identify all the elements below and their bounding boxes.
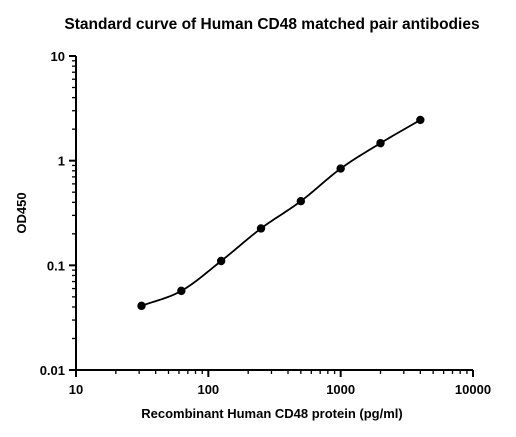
data-point <box>376 138 385 148</box>
y-tick-label: 10 <box>51 49 65 64</box>
data-point <box>137 301 146 311</box>
x-tick-label: 10 <box>69 382 83 397</box>
x-axis-label: Recombinant Human CD48 protein (pg/ml) <box>141 406 402 421</box>
y-tick-label: 0.01 <box>40 363 65 378</box>
chart-title: Standard curve of Human CD48 matched pai… <box>64 16 479 33</box>
data-point <box>336 164 345 173</box>
x-tick-label: 1000 <box>326 382 355 397</box>
data-point <box>177 286 186 296</box>
y-axis-label: OD450 <box>14 192 29 233</box>
x-tick-label: 10000 <box>455 382 491 397</box>
fit-curve-group <box>141 119 421 307</box>
data-point <box>216 256 226 266</box>
x-axis: 10 100 1000 10000 <box>69 369 491 397</box>
y-tick-label: 1 <box>58 154 65 169</box>
data-points <box>137 115 425 311</box>
data-point <box>256 224 266 233</box>
data-point <box>296 196 306 206</box>
x-tick-label: 100 <box>197 382 219 397</box>
fit-curve <box>141 119 421 307</box>
y-tick-label: 0.1 <box>47 258 65 273</box>
data-point <box>416 115 425 125</box>
y-axis: 0.01 0.1 1 10 <box>40 49 77 378</box>
